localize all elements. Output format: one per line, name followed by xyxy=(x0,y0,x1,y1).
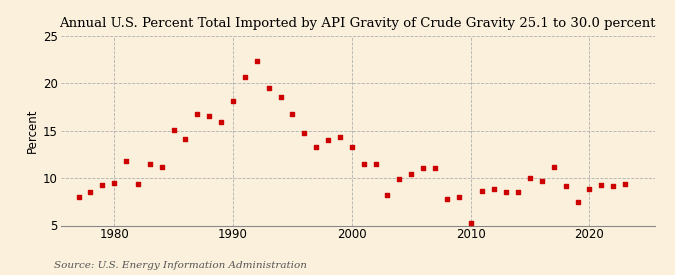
Point xyxy=(489,187,500,192)
Point xyxy=(537,179,547,183)
Point xyxy=(85,190,96,194)
Point xyxy=(406,172,416,177)
Point xyxy=(323,138,333,142)
Point xyxy=(216,120,227,124)
Point xyxy=(109,181,119,185)
Point xyxy=(620,182,630,186)
Point xyxy=(168,128,179,132)
Point xyxy=(335,135,346,139)
Point xyxy=(132,182,143,186)
Point xyxy=(240,74,250,79)
Point xyxy=(382,193,393,197)
Point xyxy=(204,114,215,119)
Point xyxy=(275,95,286,100)
Point xyxy=(227,99,238,103)
Point xyxy=(73,195,84,199)
Point xyxy=(548,164,559,169)
Point xyxy=(501,190,512,194)
Point xyxy=(346,145,357,149)
Point xyxy=(477,189,488,194)
Point xyxy=(251,59,262,64)
Point xyxy=(299,130,310,135)
Point xyxy=(560,183,571,188)
Point xyxy=(394,177,405,181)
Y-axis label: Percent: Percent xyxy=(26,108,39,153)
Point xyxy=(310,145,321,149)
Point xyxy=(572,200,583,204)
Point xyxy=(608,183,618,188)
Point xyxy=(418,166,429,170)
Point xyxy=(596,183,607,187)
Point xyxy=(513,190,524,194)
Point xyxy=(441,197,452,201)
Point xyxy=(524,176,535,180)
Point xyxy=(180,137,191,141)
Point xyxy=(97,183,108,187)
Point xyxy=(144,162,155,166)
Point xyxy=(121,159,132,163)
Point xyxy=(370,162,381,166)
Point xyxy=(454,195,464,199)
Point xyxy=(192,112,202,117)
Point xyxy=(287,111,298,116)
Point xyxy=(157,164,167,169)
Point xyxy=(263,86,274,90)
Point xyxy=(584,187,595,192)
Title: Annual U.S. Percent Total Imported by API Gravity of Crude Gravity 25.1 to 30.0 : Annual U.S. Percent Total Imported by AP… xyxy=(59,17,656,31)
Point xyxy=(429,166,440,170)
Point xyxy=(465,221,476,225)
Text: Source: U.S. Energy Information Administration: Source: U.S. Energy Information Administ… xyxy=(54,260,307,270)
Point xyxy=(358,162,369,166)
